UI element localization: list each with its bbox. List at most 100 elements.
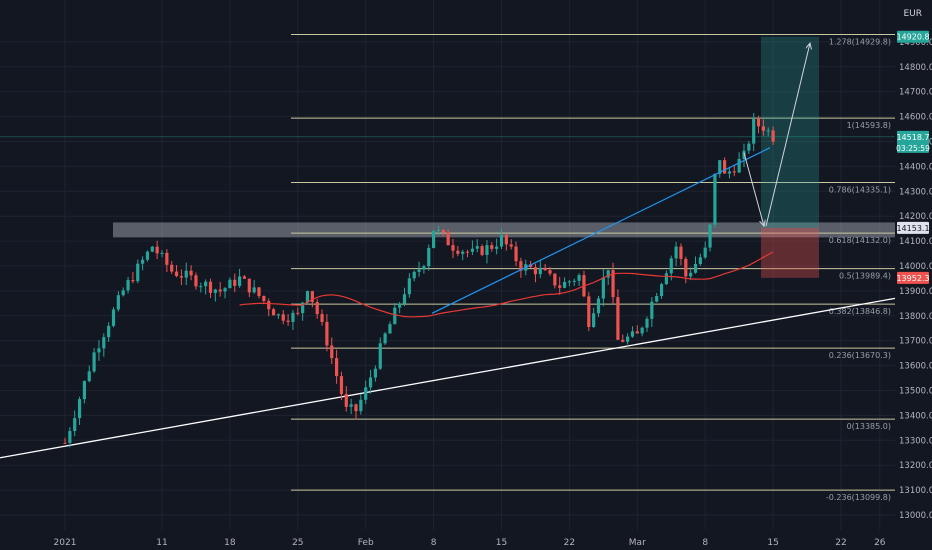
candle-body [194,275,198,287]
moving-average-line [239,251,774,318]
candle-body [606,270,610,278]
projection-arrows[interactable] [743,43,810,227]
moving-average [239,251,774,318]
candle-body [150,246,154,252]
up-arrow [765,43,810,227]
candle-body [577,275,581,281]
candle-body [170,264,174,272]
candle-body [659,284,664,297]
price-badge-label: 14920.8 [896,33,929,42]
down-arrow [743,152,764,226]
fib-level-label: 1.278(14929.8) [829,37,891,46]
time-axis-bg [0,530,895,550]
candle-body [669,258,673,274]
candle-body [752,119,756,144]
candle-body [567,281,571,283]
candle-body [572,280,576,282]
candle-body [116,295,120,310]
time-tick-label: 26 [874,538,886,548]
support-line [0,297,896,459]
price-badge-label: 14153.1 [896,224,929,233]
candle-body [213,289,217,293]
candle-body [165,252,169,265]
candle-body [689,272,693,277]
long-position-box[interactable] [761,36,819,278]
candle-body [698,257,702,265]
candle-body [407,278,411,295]
time-axis[interactable]: 2021 11 18 25 Feb 8 15 22 Mar 8 15 22 26 [0,530,895,550]
price-badge: 14153.1 [896,221,930,234]
candle-body [761,126,765,131]
time-tick-label: 11 [156,538,167,548]
time-tick-label: Mar [629,538,646,548]
candle-body [315,302,319,315]
price-tick-label: 14400.0 [899,162,932,172]
fib-level-label: 1(14593.8) [847,121,891,130]
fib-retracement[interactable]: 1.278(14929.8) 1(14593.8) 0.786(14335.1) 0.… [291,33,895,502]
candle-body [655,296,659,302]
candle-body [441,230,445,233]
price-tick-label: 14100.0 [899,237,932,247]
candle-body [204,281,208,287]
candle-body [766,130,770,132]
candle-body [616,297,620,340]
price-tick-label: 13700.0 [899,337,932,347]
fib-level-label: 0.236(13670.3) [829,351,891,360]
candle-body [587,296,591,328]
candle-body [126,280,130,291]
candle-body [417,269,421,272]
candle-body [640,327,644,334]
candle-body [199,286,203,288]
candle-body [242,276,247,279]
price-badge-label: 14518.7 [896,133,929,142]
fib-level-label: 0.786(14335.1) [829,186,891,195]
candle-body [611,270,615,298]
candle-body [601,277,605,299]
candle-body [519,261,523,271]
currency-label: EUR [903,9,922,19]
candle-body [228,279,232,289]
candle-body [592,313,596,328]
candle-body [398,303,402,308]
candle-body [621,339,625,342]
price-badge: 14518.7 03:25:59 [896,130,930,153]
fib-level-label: 0.618(14132.0) [829,236,891,245]
candle-body [432,230,436,248]
time-tick-label: 25 [292,538,303,548]
price-badge-bg [897,130,929,153]
candle-body [107,325,111,338]
candle-body [373,368,377,378]
fib-level-label: 0(13385.0) [847,422,891,431]
candle-body [543,267,547,271]
candle-body [679,246,683,259]
candle-body [558,285,562,288]
candle-body [247,278,251,293]
candle-body [626,336,630,342]
candle-body [514,246,518,262]
candle-body [281,314,285,321]
price-badge-bg [897,271,929,284]
price-tick-label: 14800.0 [899,63,932,73]
candle-body [267,301,271,310]
candle-body [335,358,339,377]
price-tick-label: 14200.0 [899,212,932,222]
candle-body [635,331,639,334]
candle-body [562,282,567,288]
channel-trendline[interactable] [431,147,771,314]
price-tick-label: 14700.0 [899,88,932,98]
time-tick-label: 15 [767,538,778,548]
candle-body [451,245,455,251]
candle-body [155,246,159,254]
candle-body [771,130,775,142]
candle-body [330,345,334,359]
support-trendline[interactable] [0,297,896,459]
candle-body [87,371,91,382]
price-badge-timer: 03:25:59 [896,144,930,153]
price-tick-label: 13100.0 [899,486,932,496]
candle-body [111,309,116,326]
candle-body [402,294,407,304]
candle-body [461,251,465,254]
candle-body [703,247,707,258]
candle-body [727,171,732,174]
